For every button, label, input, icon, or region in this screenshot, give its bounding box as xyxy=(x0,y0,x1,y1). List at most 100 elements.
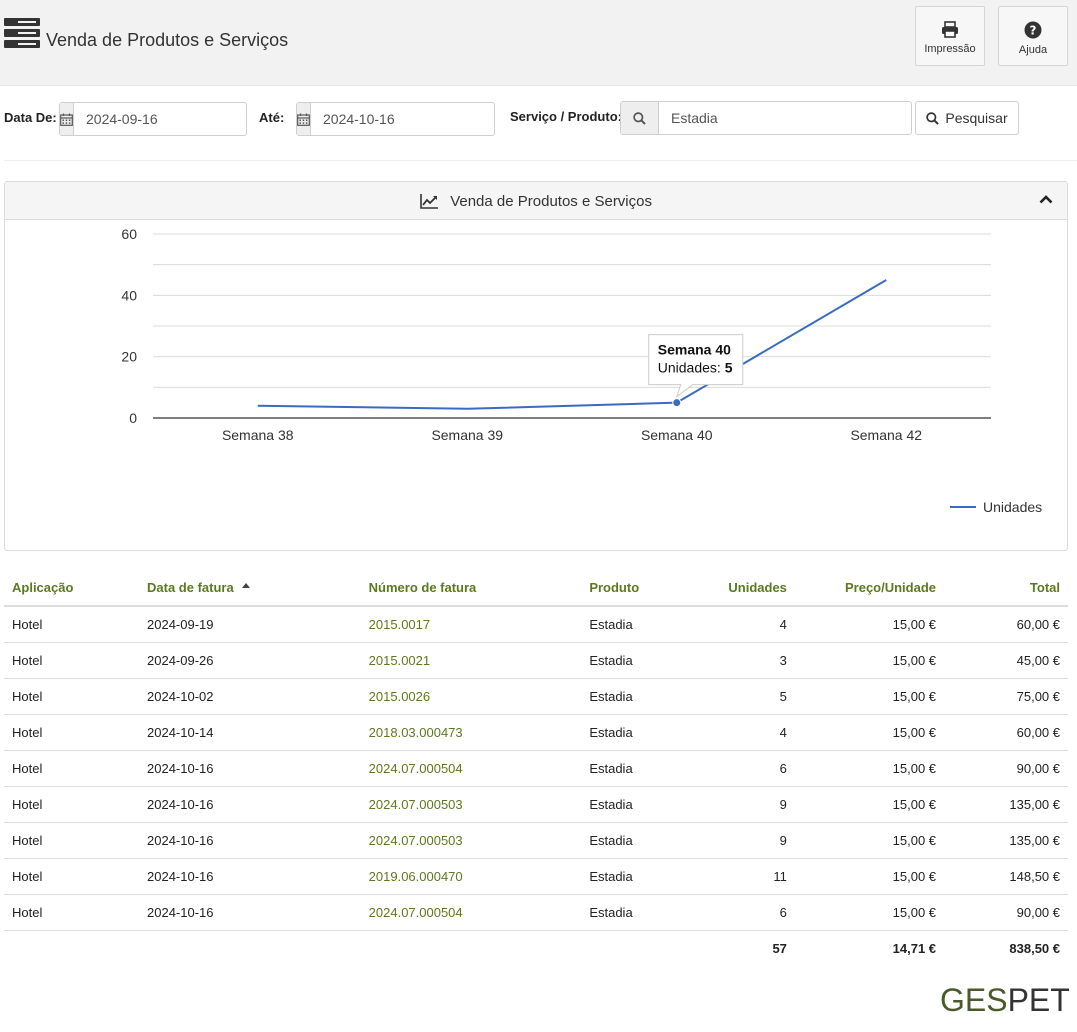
service-input[interactable] xyxy=(659,102,911,134)
date-from-input[interactable] xyxy=(74,103,279,135)
x-tick-label: Semana 38 xyxy=(222,427,294,443)
col-product-cell: Estadia xyxy=(581,894,695,931)
col-unit-price-cell: 15,00 € xyxy=(794,606,945,643)
col-application-cell: Hotel xyxy=(4,642,139,679)
chart-tooltip: Semana 40 Unidades: 5 xyxy=(648,334,744,399)
col-invoice-number-cell[interactable]: 2024.07.000503 xyxy=(360,786,582,823)
chart-panel-header: Venda de Produtos e Serviços xyxy=(5,182,1067,220)
col-units-cell: 4 xyxy=(694,606,795,643)
col-total-cell: 60,00 € xyxy=(944,606,1068,643)
col-units-cell: 3 xyxy=(694,642,795,679)
col-unit-price-header[interactable]: Preço/Unidade xyxy=(794,570,945,607)
page-header: Venda de Produtos e Serviços Impressão ?… xyxy=(0,0,1077,86)
col-total-cell: 135,00 € xyxy=(944,822,1068,859)
col-units-cell: 9 xyxy=(694,822,795,859)
filter-bar: Data De: Até: Serviço / Produto: Pesquis… xyxy=(0,100,1077,140)
data-point[interactable] xyxy=(672,398,682,408)
help-label: Ajuda xyxy=(1018,44,1048,56)
table-row: Hotel 2024-10-16 2024.07.000504 Estadia 6 15,… xyxy=(4,894,1068,931)
printer-icon xyxy=(942,21,958,38)
table-header-row: Aplicação Data de fatura Número de fatura P… xyxy=(4,570,1068,607)
chart-legend[interactable]: Unidades xyxy=(950,499,1042,515)
col-unit-price-cell: 15,00 € xyxy=(794,858,945,895)
col-product-cell: Estadia xyxy=(581,642,695,679)
col-application-header[interactable]: Aplicação xyxy=(4,570,139,607)
col-invoice-number-cell[interactable]: 2019.06.000470 xyxy=(360,858,582,895)
y-tick-label: 0 xyxy=(129,410,137,426)
empty-cell xyxy=(139,930,361,966)
col-invoice-date-cell: 2024-09-26 xyxy=(139,642,361,679)
col-total-cell: 45,00 € xyxy=(944,642,1068,679)
col-application-cell: Hotel xyxy=(4,750,139,787)
col-invoice-number-cell[interactable]: 2018.03.000473 xyxy=(360,714,582,751)
question-circle-icon: ? xyxy=(1024,21,1042,39)
table-row: Hotel 2024-10-16 2024.07.000504 Estadia 6 15,… xyxy=(4,750,1068,787)
chevron-up-icon[interactable] xyxy=(1039,194,1053,204)
col-product-cell: Estadia xyxy=(581,822,695,859)
col-invoice-number-cell[interactable]: 2024.07.000504 xyxy=(360,894,582,931)
search-button-label: Pesquisar xyxy=(945,110,1008,126)
x-tick-label: Semana 42 xyxy=(850,427,922,443)
y-tick-label: 20 xyxy=(121,349,137,365)
col-application-cell: Hotel xyxy=(4,894,139,931)
col-product-cell: Estadia xyxy=(581,750,695,787)
col-application-cell: Hotel xyxy=(4,678,139,715)
chart-panel: Venda de Produtos e Serviços 0 20 40 60 Sem… xyxy=(4,181,1068,551)
print-label: Impressão xyxy=(924,43,976,55)
col-unit-price-cell: 15,00 € xyxy=(794,894,945,931)
col-product-cell: Estadia xyxy=(581,678,695,715)
col-invoice-number-cell[interactable]: 2024.07.000504 xyxy=(360,750,582,787)
total-price: 14,71 € xyxy=(892,940,937,956)
col-invoice-number-cell[interactable]: 2015.0021 xyxy=(360,642,582,679)
y-tick-label: 60 xyxy=(121,226,137,242)
col-invoice-date-cell: 2024-09-19 xyxy=(139,606,361,643)
date-to-label: Até: xyxy=(259,110,285,125)
col-units-cell: 5 xyxy=(694,678,795,715)
col-unit-price-cell: 15,00 € xyxy=(794,750,945,787)
col-invoice-date-cell: 2024-10-16 xyxy=(139,858,361,895)
line-chart-icon xyxy=(420,194,439,209)
table-row: Hotel 2024-10-14 2018.03.000473 Estadia 4 15,… xyxy=(4,714,1068,751)
col-invoice-number-cell[interactable]: 2024.07.000503 xyxy=(360,822,582,859)
service-group xyxy=(620,101,912,135)
total-units: 57 xyxy=(772,940,787,956)
calendar-icon[interactable] xyxy=(297,103,311,135)
print-button[interactable]: Impressão xyxy=(915,6,985,66)
calendar-icon[interactable] xyxy=(60,103,74,135)
col-total-cell: 148,50 € xyxy=(944,858,1068,895)
sales-table: Aplicação Data de fatura Número de fatura P… xyxy=(4,570,1068,966)
col-product-cell: Estadia xyxy=(581,786,695,823)
col-total-cell: 60,00 € xyxy=(944,714,1068,751)
empty-cell xyxy=(4,930,139,966)
col-product-header[interactable]: Produto xyxy=(581,570,695,607)
col-units-header[interactable]: Unidades xyxy=(694,570,795,607)
col-invoice-number-header[interactable]: Número de fatura xyxy=(360,570,582,607)
series-line-unidades xyxy=(257,279,887,410)
col-total-cell: 90,00 € xyxy=(944,750,1068,787)
col-application-cell: Hotel xyxy=(4,822,139,859)
col-invoice-date-header[interactable]: Data de fatura xyxy=(139,570,361,607)
table-row: Hotel 2024-09-26 2015.0021 Estadia 3 15,00 €4… xyxy=(4,642,1068,679)
col-total-cell: 90,00 € xyxy=(944,894,1068,931)
table-row: Hotel 2024-10-02 2015.0026 Estadia 5 15,00 €7… xyxy=(4,678,1068,715)
col-total-cell: 75,00 € xyxy=(944,678,1068,715)
col-invoice-date-cell: 2024-10-16 xyxy=(139,750,361,787)
search-button[interactable]: Pesquisar xyxy=(915,101,1019,135)
x-tick-label: Semana 40 xyxy=(641,427,713,443)
search-icon[interactable] xyxy=(621,102,659,134)
col-invoice-number-cell[interactable]: 2015.0026 xyxy=(360,678,582,715)
empty-cell xyxy=(581,930,694,966)
table-row: Hotel 2024-10-16 2024.07.000503 Estadia 9 15,… xyxy=(4,822,1068,859)
col-invoice-number-cell[interactable]: 2015.0017 xyxy=(360,606,582,643)
server-stack-icon xyxy=(4,18,40,48)
date-from-label: Data De: xyxy=(4,110,57,125)
col-units-cell: 6 xyxy=(694,750,795,787)
help-button[interactable]: ? Ajuda xyxy=(998,6,1068,66)
col-total-header[interactable]: Total xyxy=(944,570,1068,607)
col-invoice-date-cell: 2024-10-02 xyxy=(139,678,361,715)
date-to-input[interactable] xyxy=(311,103,516,135)
col-product-cell: Estadia xyxy=(581,858,695,895)
divider xyxy=(4,160,1077,161)
col-total-cell: 135,00 € xyxy=(944,786,1068,823)
col-unit-price-cell: 15,00 € xyxy=(794,642,945,679)
